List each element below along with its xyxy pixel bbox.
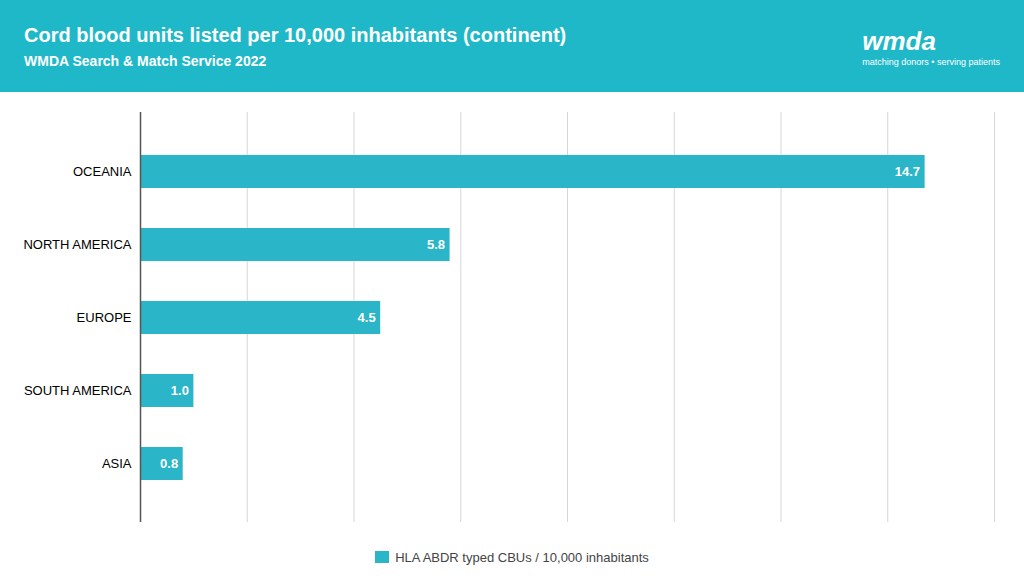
svg-text:OCEANIA: OCEANIA	[73, 164, 132, 179]
svg-text:0.8: 0.8	[160, 456, 178, 471]
svg-text:SOUTH AMERICA: SOUTH AMERICA	[24, 383, 132, 398]
svg-text:5.8: 5.8	[427, 237, 445, 252]
svg-text:1.0: 1.0	[171, 383, 189, 398]
svg-text:4.5: 4.5	[358, 310, 376, 325]
html-text:matching donors • serving pati: matching donors • serving patients	[862, 56, 1000, 67]
svg-text:ASIA: ASIA	[102, 456, 132, 471]
svg-text:NORTH AMERICA: NORTH AMERICA	[23, 237, 131, 252]
svg-text:14.7: 14.7	[895, 164, 920, 179]
html-text:wmda: wmda	[862, 25, 936, 56]
html-text:Cord blood units listed per 10: Cord blood units listed per 10,000 inhab…	[24, 23, 567, 46]
html-text:HLA ABDR typed CBUs / 10,000 i: HLA ABDR typed CBUs / 10,000 inhabitants	[395, 549, 649, 565]
svg-text:EUROPE: EUROPE	[77, 310, 132, 325]
html-text:WMDA Search & Match Service 20: WMDA Search & Match Service 2022	[24, 52, 267, 69]
